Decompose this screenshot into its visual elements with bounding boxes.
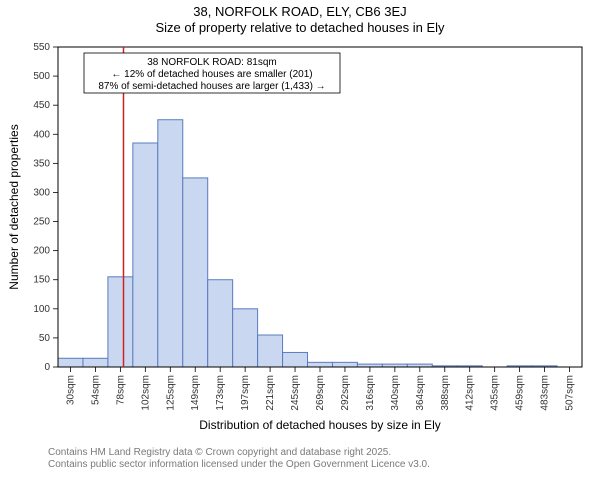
- histogram-chart: 0 50 100 150 200 250 300 350 400 450 500 550 30sqm 54…: [0, 37, 600, 447]
- x-tick-label: 125sqm: [165, 375, 176, 411]
- y-tick-label: 150: [33, 274, 50, 285]
- histogram-bar: [233, 308, 258, 366]
- x-tick-label: 412sqm: [465, 375, 476, 411]
- attribution-footer: Contains HM Land Registry data © Crown c…: [0, 447, 600, 472]
- x-tick-label: 388sqm: [440, 375, 451, 411]
- y-tick-label: 0: [44, 362, 50, 373]
- chart-title-block: 38, NORFOLK ROAD, ELY, CB6 3EJ Size of p…: [0, 0, 600, 37]
- x-tick-label: 197sqm: [240, 375, 251, 411]
- x-tick-label: 459sqm: [515, 375, 526, 411]
- y-tick-label: 250: [33, 216, 50, 227]
- histogram-bar: [332, 362, 357, 367]
- y-tick-label: 500: [33, 71, 50, 82]
- y-tick-label: 550: [33, 42, 50, 53]
- x-tick-label: 149sqm: [190, 375, 201, 411]
- x-tick-label: 483sqm: [540, 375, 551, 411]
- y-axis-label: Number of detached properties: [7, 124, 21, 289]
- footer-line-2: Contains public sector information licen…: [48, 459, 600, 472]
- x-tick-label: 78sqm: [115, 375, 126, 405]
- x-tick-label: 364sqm: [415, 375, 426, 411]
- footer-line-1: Contains HM Land Registry data © Crown c…: [48, 447, 600, 460]
- histogram-bar: [258, 335, 283, 367]
- x-tick-label: 340sqm: [390, 375, 401, 411]
- x-tick-label: 30sqm: [65, 375, 76, 405]
- histogram-bar: [283, 352, 308, 367]
- histogram-bar: [308, 362, 333, 367]
- x-tick-label: 292sqm: [340, 375, 351, 411]
- histogram-bar: [83, 358, 108, 367]
- x-tick-label: 507sqm: [565, 375, 576, 411]
- y-tick-label: 300: [33, 187, 50, 198]
- y-tick-label: 350: [33, 158, 50, 169]
- histogram-bar: [58, 358, 83, 367]
- annotation-line-3: 87% of semi-detached houses are larger (…: [98, 81, 325, 92]
- histogram-bar: [208, 279, 233, 366]
- chart-container: 0 50 100 150 200 250 300 350 400 450 500 550 30sqm 54…: [0, 37, 600, 447]
- y-tick-label: 400: [33, 129, 50, 140]
- x-tick-label: 102sqm: [140, 375, 151, 411]
- x-tick-label: 54sqm: [90, 375, 101, 405]
- x-tick-label: 316sqm: [365, 375, 376, 411]
- x-axis-label: Distribution of detached houses by size …: [199, 418, 440, 432]
- histogram-bar: [133, 143, 158, 367]
- y-tick-label: 100: [33, 303, 50, 314]
- histogram-bar: [158, 119, 183, 366]
- x-tick-label: 221sqm: [265, 375, 276, 411]
- x-tick-label: 173sqm: [215, 375, 226, 411]
- histogram-bar: [108, 276, 133, 366]
- y-tick-label: 200: [33, 245, 50, 256]
- histogram-bar: [183, 177, 208, 366]
- y-tick-label: 50: [39, 332, 51, 343]
- x-tick-label: 245sqm: [290, 375, 301, 411]
- x-tick-label: 435sqm: [490, 375, 501, 411]
- title-line-1: 38, NORFOLK ROAD, ELY, CB6 3EJ: [0, 4, 600, 20]
- annotation-line-1: 38 NORFOLK ROAD: 81sqm: [147, 57, 276, 68]
- annotation-line-2: ← 12% of detached houses are smaller (20…: [111, 69, 312, 80]
- x-tick-label: 269sqm: [315, 375, 326, 411]
- y-tick-label: 450: [33, 100, 50, 111]
- title-line-2: Size of property relative to detached ho…: [0, 20, 600, 36]
